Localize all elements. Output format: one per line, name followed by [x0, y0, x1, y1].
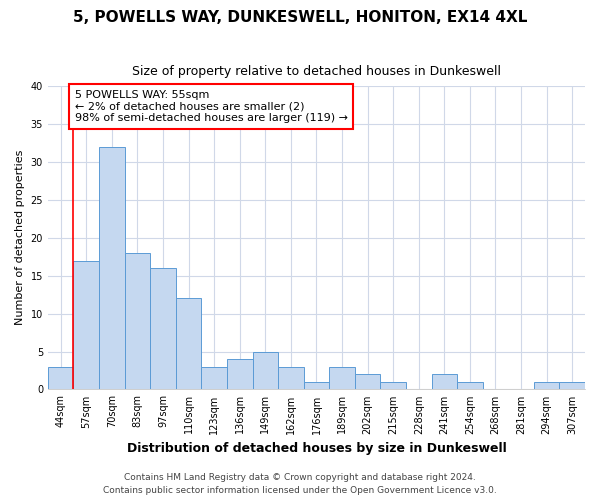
Bar [176, 298, 202, 390]
Bar [329, 366, 355, 390]
Y-axis label: Number of detached properties: Number of detached properties [15, 150, 25, 326]
Bar [202, 366, 227, 390]
X-axis label: Distribution of detached houses by size in Dunkeswell: Distribution of detached houses by size … [127, 442, 506, 455]
Bar [73, 260, 99, 390]
Bar [355, 374, 380, 390]
Bar [431, 374, 457, 390]
Text: 5, POWELLS WAY, DUNKESWELL, HONITON, EX14 4XL: 5, POWELLS WAY, DUNKESWELL, HONITON, EX1… [73, 10, 527, 25]
Text: 5 POWELLS WAY: 55sqm
← 2% of detached houses are smaller (2)
98% of semi-detache: 5 POWELLS WAY: 55sqm ← 2% of detached ho… [75, 90, 348, 123]
Text: Contains HM Land Registry data © Crown copyright and database right 2024.
Contai: Contains HM Land Registry data © Crown c… [103, 474, 497, 495]
Bar [99, 147, 125, 390]
Bar [48, 366, 73, 390]
Bar [253, 352, 278, 390]
Bar [150, 268, 176, 390]
Bar [125, 253, 150, 390]
Bar [380, 382, 406, 390]
Bar [534, 382, 559, 390]
Bar [457, 382, 482, 390]
Bar [227, 359, 253, 390]
Bar [304, 382, 329, 390]
Bar [559, 382, 585, 390]
Title: Size of property relative to detached houses in Dunkeswell: Size of property relative to detached ho… [132, 65, 501, 78]
Bar [278, 366, 304, 390]
